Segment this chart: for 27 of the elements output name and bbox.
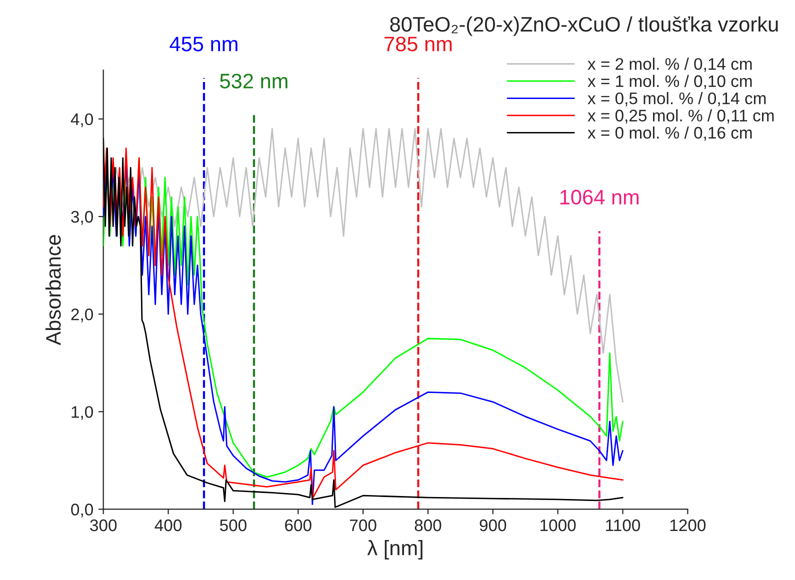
legend-label: x = 0,25 mol. % / 0,11 cm bbox=[588, 109, 774, 124]
y-tick-label: 4,0 bbox=[70, 113, 93, 128]
legend-label: x = 1 mol. % / 0,10 cm bbox=[588, 74, 752, 90]
y-tick-label: 2,0 bbox=[71, 308, 93, 322]
ref-line-label: 1064 nm bbox=[560, 190, 639, 205]
x-tick-label: 300 bbox=[90, 519, 117, 532]
legend-label: x = 2 mol. % / 0,14 cm bbox=[588, 58, 752, 72]
x-tick-label: 400 bbox=[154, 519, 182, 532]
x-tick-label: 700 bbox=[350, 519, 376, 532]
y-tick-label: 0,0 bbox=[71, 504, 93, 518]
x-axis-title: λ [nm] bbox=[367, 540, 422, 560]
y-tick-label: 1,0 bbox=[72, 406, 93, 420]
ref-line-label: 785 nm bbox=[384, 36, 452, 52]
y-axis-title: Absorbance bbox=[45, 235, 61, 346]
x-tick-label: 900 bbox=[480, 519, 506, 532]
legend-label: x = 0 mol. % / 0,16 cm bbox=[588, 126, 752, 141]
x-tick-label: 1000 bbox=[540, 519, 576, 532]
ref-line-label: 532 nm bbox=[220, 74, 288, 88]
x-tick-label: 600 bbox=[285, 519, 312, 532]
ref-line-label: 455 nm bbox=[170, 36, 238, 52]
x-tick-label: 1200 bbox=[670, 519, 706, 532]
x-tick-label: 1100 bbox=[606, 519, 640, 532]
x-tick-label: 800 bbox=[414, 519, 442, 532]
chart-title: 80TeO₂-(20-x)ZnO-xCuO / tloušťka vzorku bbox=[390, 16, 778, 36]
legend-label: x = 0,5 mol. % / 0,14 cm bbox=[588, 92, 766, 106]
y-tick-label: 3,0 bbox=[71, 210, 93, 225]
x-tick-label: 500 bbox=[220, 519, 246, 532]
